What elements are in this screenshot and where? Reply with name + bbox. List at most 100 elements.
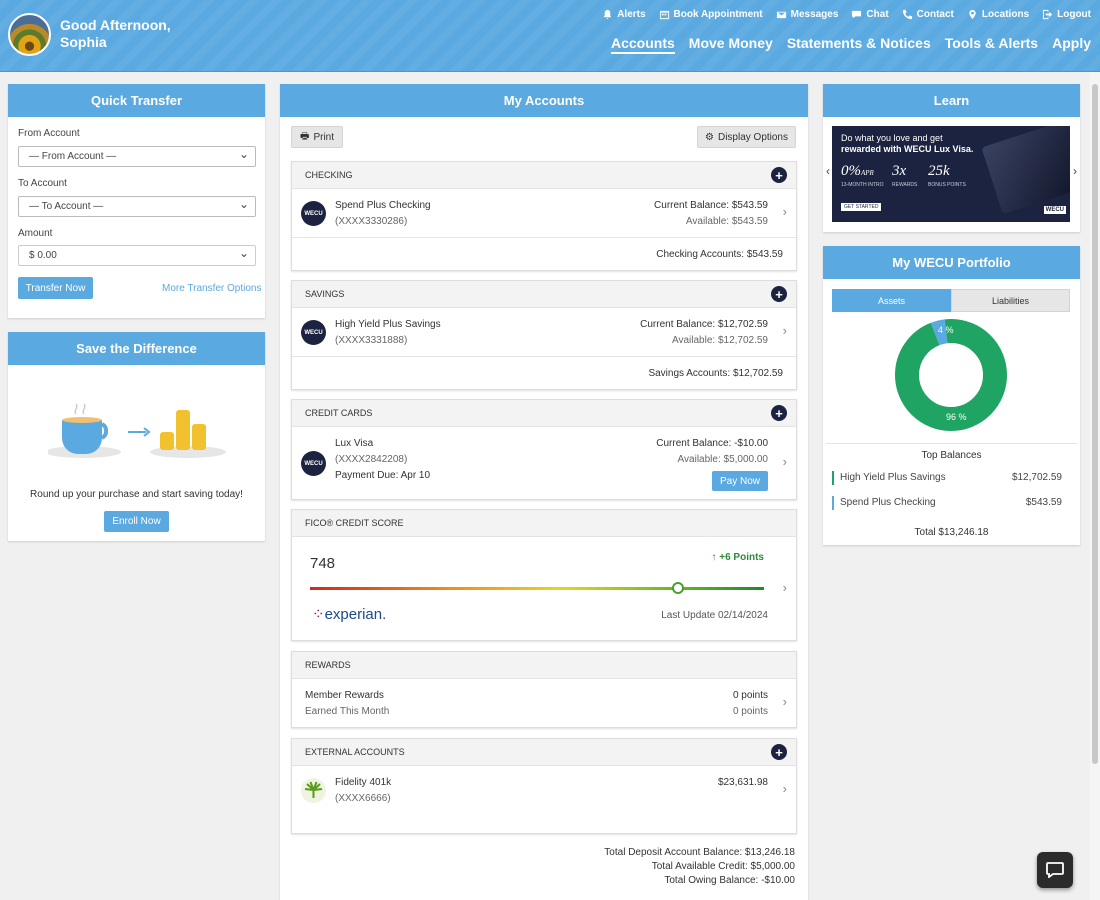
arrow-up-icon: ↑ xyxy=(711,552,720,563)
divider xyxy=(826,443,1077,444)
nav-accounts[interactable]: Accounts xyxy=(611,35,675,54)
ad-line1: Do what you love and get xyxy=(841,133,943,143)
total-available-credit: Total Available Credit: $5,000.00 xyxy=(651,861,795,872)
messages-link[interactable]: Messages xyxy=(776,9,839,20)
checking-account-number: (XXXX3330286) xyxy=(335,216,408,227)
pay-now-button[interactable]: Pay Now xyxy=(712,471,768,491)
lux-visa-banner[interactable]: Do what you love and get rewarded with W… xyxy=(832,126,1070,222)
ad-stat-apr: 0%APR xyxy=(841,163,874,180)
credit-score-value: 748 xyxy=(310,555,336,572)
legend-color-savings xyxy=(832,471,834,485)
scrollbar-thumb[interactable] xyxy=(1092,84,1098,764)
experian-dots-icon: ⁘ xyxy=(312,606,325,623)
locations-link[interactable]: Locations xyxy=(967,9,1029,20)
to-account-label: To Account xyxy=(18,178,67,189)
calendar-icon xyxy=(659,10,669,20)
fico-last-update: Last Update 02/14/2024 xyxy=(661,610,768,621)
from-account-select[interactable]: — From Account — xyxy=(18,146,256,167)
nav-move-money[interactable]: Move Money xyxy=(688,35,773,51)
ad-stat-apr-value: 0% xyxy=(841,163,861,179)
top-balances-heading: Top Balances xyxy=(921,450,982,461)
ad-stat-rewards: 3x xyxy=(892,163,907,179)
rewards-header-label: REWARDS xyxy=(305,660,351,670)
experian-wordmark: experian. xyxy=(324,606,387,623)
chevron-right-icon: › xyxy=(782,694,787,709)
messages-label: Messages xyxy=(790,9,839,20)
nav-tools-alerts[interactable]: Tools & Alerts xyxy=(944,35,1039,51)
tab-liabilities[interactable]: Liabilities xyxy=(951,289,1070,312)
wecu-logo-icon: WECU xyxy=(301,201,326,226)
logout-label: Logout xyxy=(1057,9,1091,20)
external-account-number: (XXXX6666) xyxy=(335,793,391,804)
checking-account-name: Spend Plus Checking xyxy=(335,200,431,211)
enroll-now-button[interactable]: Enroll Now xyxy=(104,511,169,532)
rewards-earned-points: 0 points xyxy=(732,706,768,717)
locations-label: Locations xyxy=(981,9,1030,20)
ad-stat-bonus: 25k xyxy=(928,163,950,179)
divider xyxy=(292,237,796,238)
get-started-button[interactable]: GET STARTED xyxy=(841,203,882,211)
savings-current-balance: Current Balance: $12,702.59 xyxy=(640,319,768,330)
external-accounts-header-label: EXTERNAL ACCOUNTS xyxy=(305,747,405,757)
greeting: Good Afternoon, Sophia xyxy=(60,17,171,51)
from-account-label: From Account xyxy=(18,128,80,139)
amount-input[interactable]: $ 0.00 xyxy=(18,245,256,266)
add-savings-icon[interactable]: + xyxy=(771,286,787,302)
ad-stat-apr-unit: APR xyxy=(861,169,874,177)
chevron-right-icon: › xyxy=(782,204,787,219)
utility-links: Alerts Book Appointment Messages Chat Co… xyxy=(602,9,1091,20)
nav-apply[interactable]: Apply xyxy=(1052,35,1091,51)
envelope-icon xyxy=(776,11,786,19)
main-nav: Accounts Move Money Statements & Notices… xyxy=(611,35,1091,54)
legend-color-checking xyxy=(832,496,834,510)
credit-score-bar xyxy=(310,582,764,594)
carousel-prev-icon[interactable]: ‹ xyxy=(826,164,830,178)
savings-account-name: High Yield Plus Savings xyxy=(335,319,441,330)
printer-icon: 🖶 xyxy=(299,130,310,142)
add-credit-card-icon[interactable]: + xyxy=(771,405,787,421)
amount-label: Amount xyxy=(18,228,53,239)
divider xyxy=(292,356,796,357)
total-owing-balance: Total Owing Balance: -$10.00 xyxy=(664,875,795,886)
chat-icon xyxy=(852,10,862,19)
alerts-label: Alerts xyxy=(617,9,646,20)
quick-transfer-title: Quick Transfer xyxy=(8,84,265,117)
credit-card-number: (XXXX2842208) xyxy=(335,454,408,465)
print-label: Print xyxy=(313,131,334,143)
tab-assets[interactable]: Assets xyxy=(832,289,951,312)
credit-payment-due: Payment Due: Apr 10 xyxy=(335,470,431,481)
print-button[interactable]: 🖶 Print xyxy=(291,126,343,148)
portfolio-total: Total $13,246.18 xyxy=(914,527,989,538)
alerts-link[interactable]: Alerts xyxy=(602,9,646,20)
more-transfer-options-link[interactable]: More Transfer Options xyxy=(162,283,262,294)
transfer-now-button[interactable]: Transfer Now xyxy=(18,277,93,299)
contact-link[interactable]: Contact xyxy=(902,9,954,20)
carousel-next-icon[interactable]: › xyxy=(1073,164,1077,178)
chat-widget-button[interactable] xyxy=(1037,852,1073,888)
wecu-logo-icon: WECU xyxy=(301,320,326,345)
to-account-select[interactable]: — To Account — xyxy=(18,196,256,217)
avatar[interactable] xyxy=(8,13,51,56)
learn-card: Learn Do what you love and get rewarded … xyxy=(823,84,1080,232)
add-checking-icon[interactable]: + xyxy=(771,167,787,183)
book-appointment-link[interactable]: Book Appointment xyxy=(659,9,763,20)
greeting-line1: Good Afternoon, xyxy=(60,17,171,33)
chat-link[interactable]: Chat xyxy=(851,9,889,20)
save-difference-text: Round up your purchase and start saving … xyxy=(30,489,243,500)
portfolio-title: My WECU Portfolio xyxy=(823,246,1080,279)
chat-bubble-icon xyxy=(1046,862,1064,878)
display-options-button[interactable]: ⚙ Display Options xyxy=(697,126,796,148)
savings-account-number: (XXXX3331888) xyxy=(335,335,408,346)
score-change-label: +6 Points xyxy=(719,552,764,563)
ad-line2: rewarded with WECU Lux Visa. xyxy=(841,144,974,154)
bell-icon xyxy=(604,9,612,20)
checking-total: Checking Accounts: $543.59 xyxy=(656,249,783,260)
rewards-header: REWARDS xyxy=(292,652,796,679)
add-external-account-icon[interactable]: + xyxy=(771,744,787,760)
nav-statements[interactable]: Statements & Notices xyxy=(786,35,931,51)
logout-link[interactable]: Logout xyxy=(1042,9,1091,20)
donut-label-checking: 4 % xyxy=(938,325,954,335)
checking-header-label: CHECKING xyxy=(305,170,353,180)
scrollbar[interactable] xyxy=(1090,72,1100,900)
credit-current-balance: Current Balance: -$10.00 xyxy=(656,438,768,449)
